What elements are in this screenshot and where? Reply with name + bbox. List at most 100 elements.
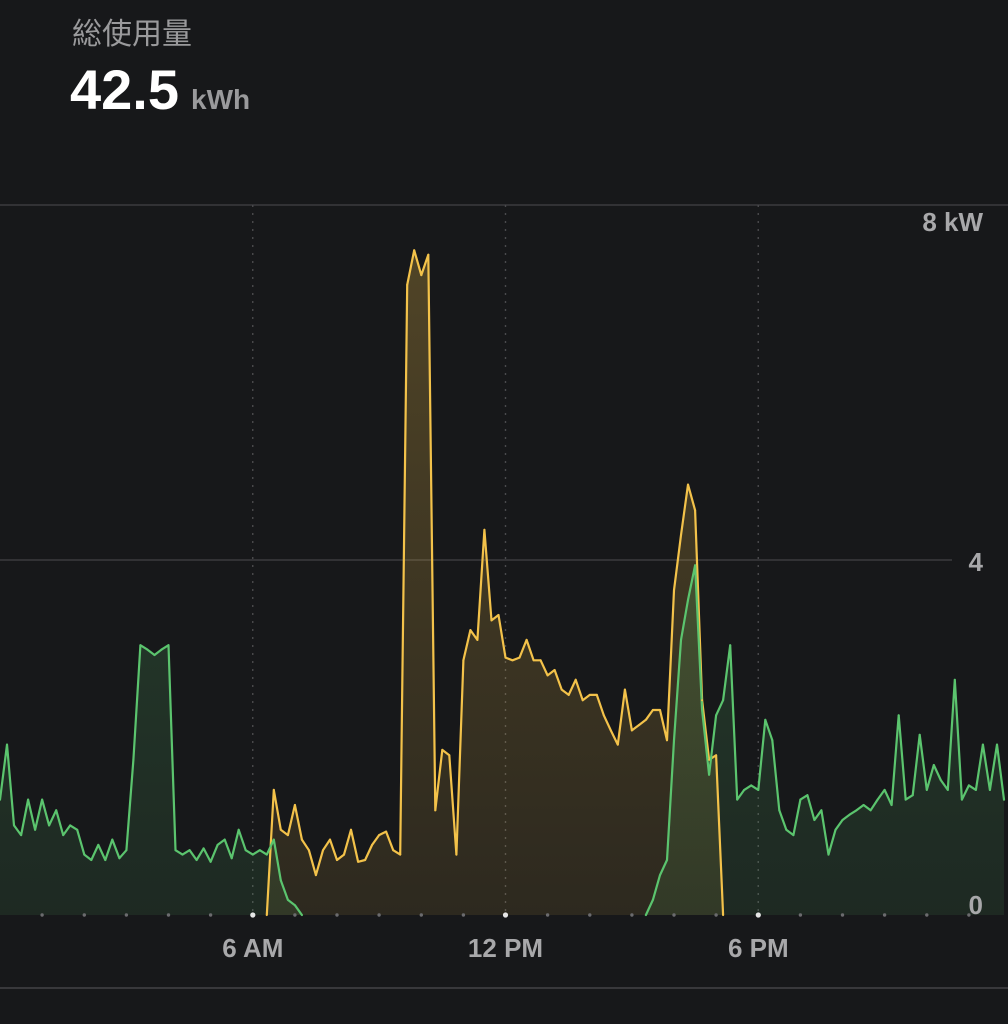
hour-markers xyxy=(40,912,971,918)
series-2-point xyxy=(757,788,760,791)
series-1-point xyxy=(434,809,437,812)
series-1-point xyxy=(532,659,535,662)
series-2-point xyxy=(55,809,58,812)
series-2-point xyxy=(132,758,135,761)
series-2-point xyxy=(659,874,661,877)
series-2-point xyxy=(188,849,191,852)
series-2-point xyxy=(41,798,44,801)
series-1-point xyxy=(504,656,507,659)
series-2-line xyxy=(644,564,1006,917)
series-1-point xyxy=(687,483,689,486)
series-2-point xyxy=(125,849,128,852)
series-2-point xyxy=(841,819,844,821)
series-2-point xyxy=(251,853,254,856)
series-1-point xyxy=(715,754,718,757)
series-1-point xyxy=(623,688,626,691)
hour-marker xyxy=(798,913,803,917)
series-1-point xyxy=(314,874,317,877)
hour-marker xyxy=(166,913,171,917)
y-tick-label: 0 xyxy=(969,890,983,920)
series-2-point xyxy=(988,788,991,791)
series-2-point xyxy=(925,788,928,791)
series-1-point xyxy=(588,693,591,696)
series-1-point xyxy=(455,853,458,856)
series-2-point xyxy=(118,857,121,860)
series-1-point xyxy=(441,748,444,751)
y-tick-label: 8 kW xyxy=(922,207,983,237)
series-1-point xyxy=(406,283,409,286)
x-tick-label: 6 PM xyxy=(728,933,789,963)
series-1-point xyxy=(371,843,374,846)
hour-marker xyxy=(630,913,634,917)
series-2-point xyxy=(806,794,809,797)
series-1-point xyxy=(602,714,605,717)
series-points xyxy=(0,249,1005,907)
usage-header: 総使用量 42.5 kWh xyxy=(0,0,1008,140)
major-hour-marker xyxy=(755,912,761,918)
series-1-point xyxy=(546,674,549,677)
series-2-point xyxy=(904,798,907,801)
hour-marker xyxy=(335,913,339,917)
series-2-point xyxy=(743,788,746,791)
series-2-point xyxy=(272,838,275,841)
series-2-point xyxy=(153,654,156,656)
series-lines xyxy=(0,249,1006,917)
series-2-point xyxy=(736,798,739,801)
series-2-point xyxy=(778,809,781,812)
series-2-point xyxy=(820,809,823,812)
series-2-point xyxy=(813,819,816,821)
hour-marker xyxy=(714,913,718,917)
series-1-point xyxy=(637,724,640,727)
series-2-point xyxy=(848,813,851,816)
series-1-point xyxy=(666,739,668,742)
series-1-point xyxy=(385,830,388,833)
series-2-point xyxy=(1003,798,1005,801)
hour-marker xyxy=(124,913,129,917)
series-1-point xyxy=(609,729,612,732)
series-1-point xyxy=(279,828,282,831)
series-2-point xyxy=(862,804,865,806)
series-2-point xyxy=(799,798,802,801)
series-1-point xyxy=(357,860,360,863)
series-2-point xyxy=(687,598,689,601)
series-1-point xyxy=(630,729,633,732)
series-2-point xyxy=(939,779,942,782)
series-2-point xyxy=(90,859,93,861)
series-2-point xyxy=(20,834,23,837)
hour-marker xyxy=(588,913,592,917)
series-2-point xyxy=(883,788,886,791)
hour-marker xyxy=(377,913,381,917)
series-1-point xyxy=(350,828,352,831)
series-2-point xyxy=(195,859,198,861)
series-1-point xyxy=(272,788,275,791)
series-1-point xyxy=(322,849,324,852)
series-1-point xyxy=(399,853,402,856)
series-1-point xyxy=(673,589,675,592)
series-2-point xyxy=(286,898,289,901)
series-2-point xyxy=(953,678,956,681)
series-2-point xyxy=(139,644,142,647)
series-2-point xyxy=(918,733,921,736)
series-2-point xyxy=(6,743,8,746)
series-1-point xyxy=(336,859,338,861)
power-usage-chart[interactable]: 6 AM 12 PM 6 PM 8 kW 4 0 xyxy=(0,0,1008,1000)
series-2-point xyxy=(13,824,15,827)
series-2-point xyxy=(258,849,261,852)
series-2-point xyxy=(34,828,37,831)
series-2-point xyxy=(708,773,711,776)
series-1-area xyxy=(266,250,724,916)
series-2-point xyxy=(83,853,86,856)
series-2-point xyxy=(785,828,788,831)
hour-marker xyxy=(840,913,845,917)
series-2-point xyxy=(771,739,774,742)
hour-marker xyxy=(882,913,887,917)
series-1-point xyxy=(343,853,345,856)
series-1-point xyxy=(644,718,647,721)
series-1-point xyxy=(490,619,493,622)
series-1-point xyxy=(427,253,430,256)
series-2-point xyxy=(62,834,65,837)
series-2-point xyxy=(237,828,240,831)
series-2-point xyxy=(673,739,675,742)
series-2-point xyxy=(897,714,900,717)
series-2-point xyxy=(764,718,767,721)
